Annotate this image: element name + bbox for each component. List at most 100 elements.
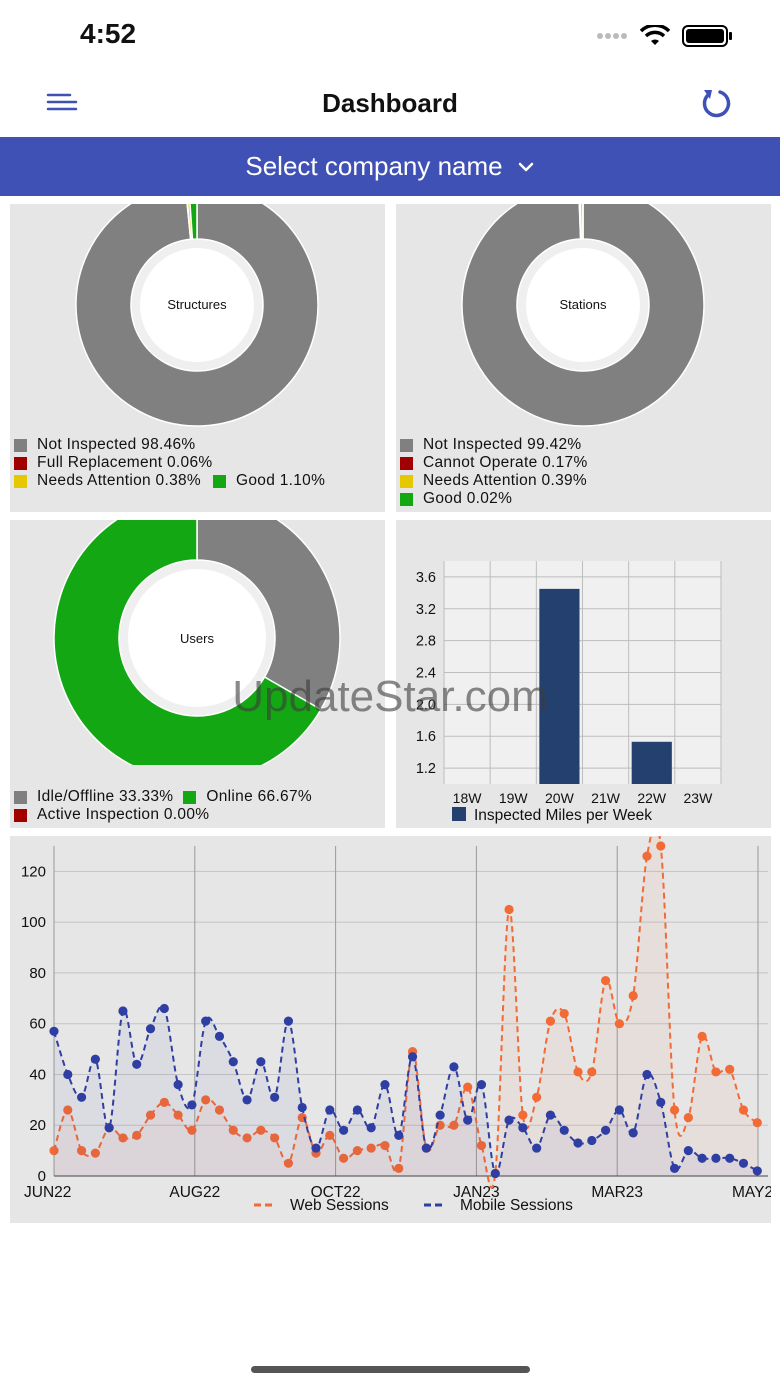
- data-point: [201, 1095, 211, 1105]
- users-panel: Users Idle/Offline 33.33% Online 66.67% A…: [10, 520, 385, 828]
- data-point: [283, 1158, 294, 1168]
- data-point: [76, 1092, 87, 1102]
- data-point: [697, 1153, 707, 1163]
- data-point: [532, 1143, 542, 1153]
- data-point: [532, 1092, 542, 1102]
- data-point: [173, 1110, 183, 1120]
- stations-center-label: Stations: [560, 297, 607, 312]
- data-point: [463, 1115, 473, 1125]
- donut-slice: [196, 520, 341, 711]
- home-indicator: [251, 1366, 530, 1373]
- y-tick-label: 60: [29, 1016, 46, 1033]
- data-point: [476, 1140, 487, 1151]
- legend-swatch: [400, 456, 413, 470]
- structures-legend: Not Inspected 98.46% Full Replacement 0.…: [14, 436, 325, 490]
- data-point: [187, 1125, 197, 1135]
- y-tick-label: 2.8: [416, 634, 436, 650]
- donut-hole: [128, 569, 266, 707]
- legend-swatch: [183, 790, 197, 804]
- data-point: [338, 1153, 349, 1163]
- data-point: [159, 1003, 169, 1014]
- data-point: [697, 1031, 707, 1041]
- data-point: [242, 1095, 252, 1105]
- legend-online: Online 66.67%: [206, 788, 312, 805]
- data-point: [187, 1100, 197, 1110]
- data-point: [145, 1110, 156, 1120]
- y-tick-label: 0: [38, 1168, 46, 1185]
- company-select[interactable]: Select company name: [0, 137, 780, 196]
- data-point: [242, 1133, 252, 1143]
- stations-panel: Stations Not Inspected 99.42% Cannot Ope…: [396, 204, 771, 512]
- data-point: [283, 1016, 294, 1026]
- data-point: [711, 1153, 721, 1163]
- data-point: [201, 1016, 211, 1026]
- y-tick-label: 2.4: [416, 666, 436, 682]
- legend-needs-attention: Needs Attention 0.38%: [37, 472, 201, 489]
- x-tick-label: 22W: [637, 790, 667, 806]
- legend-swatch: [14, 790, 27, 804]
- legend-active-inspection: Active Inspection 0.00%: [37, 806, 210, 823]
- x-tick-label: 18W: [453, 790, 483, 806]
- data-point: [587, 1135, 597, 1146]
- data-point: [76, 1146, 87, 1156]
- data-point: [573, 1138, 583, 1148]
- data-point: [518, 1123, 528, 1133]
- y-tick-label: 20: [29, 1117, 46, 1134]
- data-point: [752, 1166, 762, 1176]
- x-tick-label: OCT22: [311, 1184, 361, 1201]
- legend-not-inspected: Not Inspected 99.42%: [423, 436, 582, 453]
- line-legend-label: Mobile Sessions: [460, 1197, 573, 1214]
- sessions-line-chart: 0 20 40 60 80 100 120 JUN22 AUG22 OCT22 JAN23 MAR23…: [21, 836, 771, 1214]
- menu-button[interactable]: [46, 92, 82, 116]
- legend-swatch: [213, 474, 226, 488]
- data-point: [380, 1080, 390, 1090]
- bar-legend-label: Inspected Miles per Week: [474, 807, 652, 824]
- data-point: [421, 1143, 431, 1153]
- users-donut-chart: Users: [53, 520, 341, 765]
- donut-slice: [189, 204, 198, 240]
- y-tick-label: 40: [29, 1066, 46, 1083]
- data-point: [573, 1067, 583, 1077]
- x-tick-label: 21W: [591, 790, 621, 806]
- data-point: [545, 1016, 556, 1026]
- data-point: [545, 1110, 556, 1120]
- series-area: [54, 1006, 758, 1176]
- x-tick-label: JAN23: [453, 1184, 500, 1201]
- structures-center-label: Structures: [167, 297, 227, 312]
- legend-swatch: [14, 456, 27, 470]
- chevron-down-icon: [518, 162, 533, 171]
- signal-dots-icon: [597, 33, 627, 39]
- data-point: [145, 1024, 156, 1034]
- data-point: [118, 1133, 128, 1143]
- data-point: [504, 904, 514, 915]
- data-point: [476, 1080, 487, 1090]
- users-center-label: Users: [180, 631, 214, 646]
- donut-slice: [75, 204, 319, 427]
- structures-donut-chart: Structures: [75, 204, 319, 427]
- donut-hole: [140, 248, 254, 362]
- data-point: [518, 1110, 528, 1120]
- legend-full-replacement: Full Replacement 0.06%: [37, 454, 213, 471]
- data-point: [669, 1105, 680, 1115]
- battery-icon: [682, 25, 732, 47]
- data-point: [228, 1057, 238, 1067]
- legend-swatch: [400, 492, 413, 506]
- data-point: [256, 1125, 266, 1135]
- legend-not-inspected: Not Inspected 98.46%: [37, 436, 196, 453]
- data-point: [366, 1143, 376, 1153]
- y-tick-label: 80: [29, 965, 46, 982]
- data-point: [352, 1105, 362, 1115]
- donut-slice: [461, 204, 705, 427]
- legend-swatch: [400, 474, 413, 488]
- status-icons: [596, 24, 734, 48]
- data-point: [656, 1097, 666, 1107]
- legend-cannot-operate: Cannot Operate 0.17%: [423, 454, 588, 471]
- data-point: [90, 1054, 100, 1064]
- status-time: 4:52: [80, 18, 137, 49]
- data-point: [656, 841, 666, 851]
- line-legend-label: Web Sessions: [290, 1197, 389, 1214]
- y-tick-label: 120: [21, 863, 46, 880]
- stations-legend: Not Inspected 99.42% Cannot Operate 0.17…: [400, 436, 588, 508]
- inspected-miles-bar-chart: 1.2 1.6 2.0 2.4 2.8 3.2 3.6 18W 19W 20W 21W 22W 23W I…: [416, 561, 722, 824]
- refresh-button[interactable]: [698, 86, 734, 122]
